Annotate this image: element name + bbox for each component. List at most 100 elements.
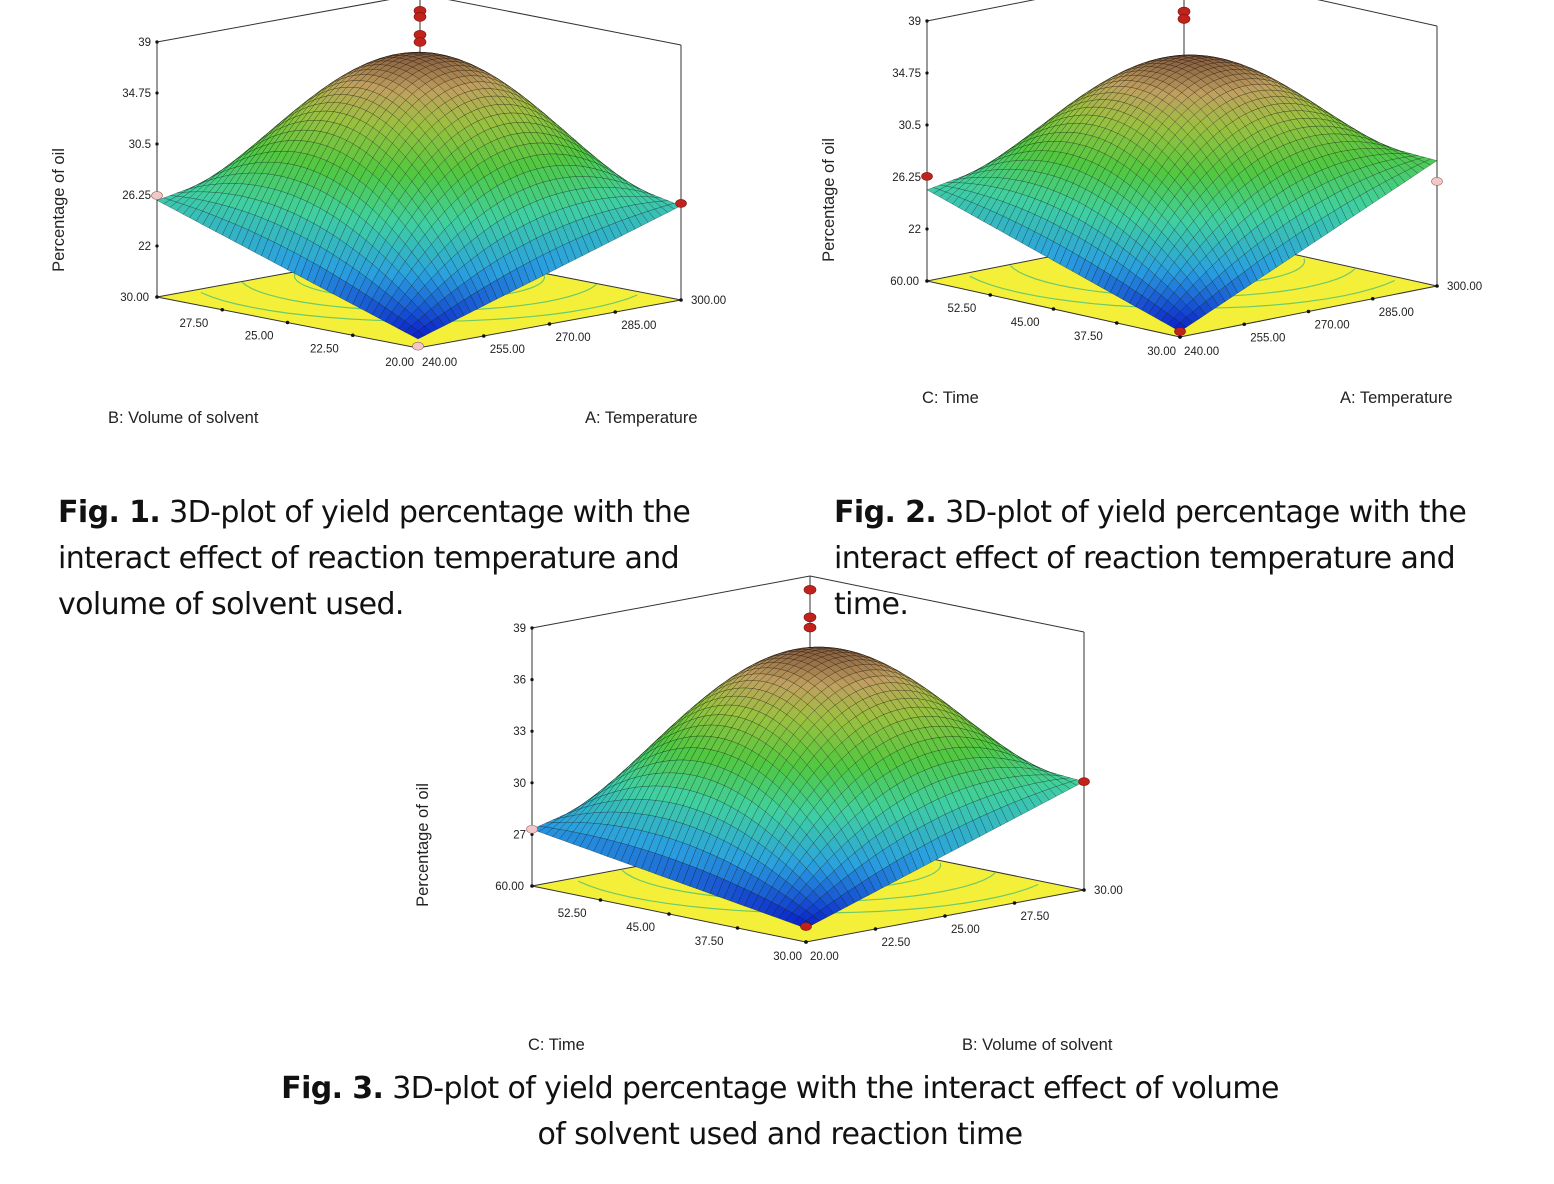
surface-cell xyxy=(404,300,419,315)
surface-cell xyxy=(807,675,822,687)
surface-cell xyxy=(366,58,381,65)
surface-cell xyxy=(1308,111,1323,120)
surface-cell xyxy=(378,275,393,293)
surface-cell xyxy=(555,244,570,267)
design-point xyxy=(803,612,817,623)
design-point xyxy=(921,172,933,181)
surface-cell xyxy=(1167,212,1182,231)
surface-cell xyxy=(689,809,705,829)
surface-cell xyxy=(1340,150,1355,162)
right-tick-label: 300.00 xyxy=(691,295,726,307)
surface-cell xyxy=(758,662,775,669)
surface-cell xyxy=(1271,78,1285,86)
surface-cell xyxy=(1270,194,1284,213)
surface-cell xyxy=(648,193,662,199)
surface-cell xyxy=(398,320,412,333)
left-tick-label: 25.00 xyxy=(245,331,274,343)
surface-cell xyxy=(662,786,677,803)
surface-cell xyxy=(676,759,691,774)
surface-cell xyxy=(634,848,649,870)
surface-cell xyxy=(764,870,780,888)
surface-cell xyxy=(340,69,354,78)
surface-cell xyxy=(1263,252,1277,273)
surface-cell xyxy=(1258,71,1272,79)
surface-cell xyxy=(669,787,684,805)
surface-cell xyxy=(615,207,629,221)
surface-cell xyxy=(261,187,276,204)
surface-cell xyxy=(608,208,623,224)
surface-cell xyxy=(752,657,768,665)
surface-cell xyxy=(464,61,479,68)
surface-cell xyxy=(1193,134,1208,150)
surface-cell xyxy=(1322,108,1336,118)
surface-cell xyxy=(600,811,615,825)
surface-cell xyxy=(1149,86,1164,97)
surface-cell xyxy=(739,664,754,673)
surface-cell xyxy=(861,822,877,842)
surface-cell xyxy=(1302,118,1317,127)
surface-cell xyxy=(917,691,933,703)
surface-cell xyxy=(834,712,850,728)
surface-cell xyxy=(593,837,608,855)
surface-cell xyxy=(966,723,981,735)
surface-cell xyxy=(326,163,341,181)
surface-cell xyxy=(1015,193,1029,210)
caption-line: Fig. 2. 3D-plot of yield percentage with… xyxy=(834,490,1534,536)
surface-cell xyxy=(280,193,295,212)
surface-cell xyxy=(690,697,705,710)
surface-cell xyxy=(608,222,623,240)
right-tick-label: 255.00 xyxy=(1250,332,1285,344)
surface-cell xyxy=(709,876,725,897)
surface-cell xyxy=(820,808,835,827)
surface-cell xyxy=(683,706,698,719)
surface-cell xyxy=(725,673,740,684)
design-point xyxy=(803,622,817,633)
surface-cell xyxy=(536,234,550,256)
left-tick-label: 30.00 xyxy=(1147,346,1176,358)
surface-cell xyxy=(352,253,367,273)
surface-cell xyxy=(1155,198,1169,216)
z-tick-label: 39 xyxy=(138,37,151,49)
surface-cell xyxy=(764,901,780,917)
z-axis-title: Percentage of oil xyxy=(50,148,68,272)
surface-cell xyxy=(662,759,678,774)
surface-cell xyxy=(662,739,678,753)
surface-cell xyxy=(490,88,505,97)
surface-cell xyxy=(752,680,767,690)
surface-cell xyxy=(875,758,891,777)
surface-cell xyxy=(1201,57,1215,61)
surface-cell xyxy=(333,80,348,90)
surface-cell xyxy=(417,234,432,253)
surface-cell xyxy=(306,103,322,114)
surface-cell xyxy=(1174,114,1189,129)
surface-cell xyxy=(654,855,670,877)
surface-cell xyxy=(932,189,947,198)
left-tick-mark xyxy=(220,307,225,312)
surface-cell xyxy=(621,187,636,197)
surface-cell xyxy=(1282,186,1297,204)
z-tick-label: 34.75 xyxy=(892,68,921,80)
surface-cell xyxy=(444,275,458,294)
surface-cell xyxy=(798,897,814,911)
right-tick-mark xyxy=(1178,335,1182,339)
surface-cell xyxy=(254,161,269,174)
z-tick-mark xyxy=(925,19,929,23)
surface-cell xyxy=(1116,265,1130,284)
surface-cell xyxy=(1168,109,1182,123)
surface-cell xyxy=(575,236,590,257)
surface-cell xyxy=(327,78,341,88)
surface-cell xyxy=(523,132,538,144)
surface-cell xyxy=(656,727,671,741)
surface-cell xyxy=(641,850,656,872)
surface-cell xyxy=(1060,105,1074,115)
surface-cell xyxy=(379,55,394,60)
right-tick-label: 27.50 xyxy=(1021,911,1050,923)
surface-cell xyxy=(248,199,262,216)
right-tick-label: 22.50 xyxy=(882,937,911,949)
surface-cell xyxy=(627,775,643,789)
surface-cell xyxy=(656,730,671,744)
left-tick-mark xyxy=(735,926,740,930)
surface-cell xyxy=(1276,145,1291,160)
surface-cell xyxy=(1199,301,1213,315)
surface-cell xyxy=(951,196,966,208)
